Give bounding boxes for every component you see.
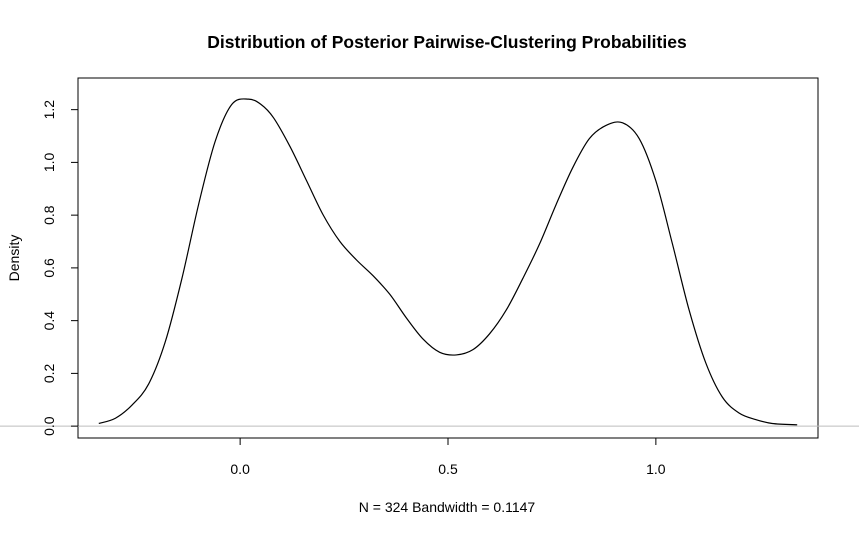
y-tick-label: 1.2 (41, 100, 57, 120)
y-tick-label: 0.2 (41, 363, 57, 383)
y-tick-label: 0.0 (41, 416, 57, 436)
chart-title: Distribution of Posterior Pairwise-Clust… (207, 32, 687, 52)
x-axis: 0.0 0.5 1.0 (230, 437, 666, 477)
y-tick-label: 1.0 (41, 152, 57, 172)
y-tick-label: 0.8 (41, 205, 57, 225)
y-axis: 0.0 0.2 0.4 0.6 0.8 1.0 1.2 (41, 100, 79, 436)
y-axis-label: Density (6, 235, 22, 282)
y-tick-label: 0.6 (41, 258, 57, 278)
y-tick-label: 0.4 (41, 311, 57, 331)
x-axis-label: N = 324 Bandwidth = 0.1147 (359, 499, 536, 515)
x-tick-label: 0.0 (230, 461, 250, 477)
x-tick-label: 1.0 (646, 461, 666, 477)
plot-frame (77, 77, 819, 439)
density-curve (98, 98, 798, 426)
x-tick-label: 0.5 (438, 461, 458, 477)
